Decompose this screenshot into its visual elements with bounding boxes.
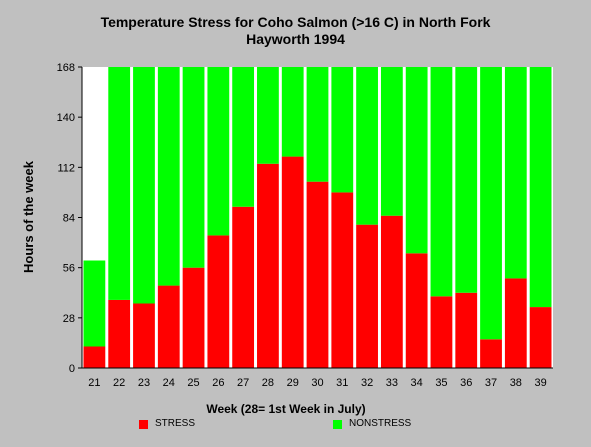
y-tick-label-28: 28 [63,313,75,325]
bar-stress-25 [182,267,205,368]
y-tick-label-0: 0 [69,363,75,375]
bar-nonstress-24 [157,67,180,286]
x-tick-label-26: 26 [212,377,224,389]
bar-nonstress-28 [257,67,279,164]
bar-nonstress-38 [504,67,527,279]
y-tick-label-168: 168 [57,62,75,74]
bar-stress-27 [232,206,255,368]
bar-nonstress-26 [207,67,230,236]
bar-stress-30 [306,181,329,368]
bar-stress-35 [430,296,453,368]
bar-nonstress-37 [480,67,502,340]
x-tick-label-36: 36 [460,377,472,389]
x-tick-label-34: 34 [411,377,423,389]
bar-nonstress-21 [83,260,106,347]
x-axis-label: Week (28= 1st Week in July) [206,402,365,416]
bar-nonstress-25 [182,67,205,268]
x-tick-label-30: 30 [311,377,323,389]
x-tick-label-24: 24 [163,377,175,389]
x-tick-label-39: 39 [534,377,546,389]
bar-nonstress-29 [281,67,304,157]
bar-nonstress-27 [232,67,255,207]
bar-stress-37 [480,339,502,368]
bar-nonstress-33 [380,67,403,216]
bar-stress-21 [83,346,106,368]
chart-title: Temperature Stress for Coho Salmon (>16 … [100,14,491,30]
x-tick-label-25: 25 [187,377,199,389]
x-tick-label-23: 23 [138,377,150,389]
x-tick-label-21: 21 [88,377,100,389]
x-tick-label-27: 27 [237,377,249,389]
bar-nonstress-31 [331,67,354,193]
bar-stress-39 [529,307,552,368]
y-tick-label-56: 56 [63,263,75,275]
legend-swatch-stress [139,420,148,429]
x-tick-label-31: 31 [336,377,348,389]
bar-stress-33 [380,215,403,368]
bar-stress-32 [356,224,378,368]
bar-stress-22 [108,299,131,368]
y-tick-label-112: 112 [57,162,75,174]
bar-nonstress-22 [108,67,131,300]
x-tick-label-33: 33 [386,377,398,389]
bar-nonstress-39 [529,67,552,308]
x-tick-label-28: 28 [262,377,274,389]
legend-label-nonstress: NONSTRESS [349,418,412,429]
bar-nonstress-32 [356,67,378,225]
bar-nonstress-23 [133,67,155,304]
y-tick-label-84: 84 [63,213,75,225]
bar-stress-29 [281,156,304,368]
legend-label-stress: STRESS [155,418,196,429]
bar-stress-28 [257,163,279,368]
y-tick-label-140: 140 [57,112,75,124]
bar-stress-34 [405,253,428,368]
bar-stress-26 [207,235,230,368]
x-tick-label-22: 22 [113,377,125,389]
bar-stress-38 [504,278,527,368]
x-tick-label-38: 38 [510,377,522,389]
bar-nonstress-30 [306,67,329,182]
bar-stress-36 [455,292,478,368]
x-tick-label-35: 35 [435,377,447,389]
bar-nonstress-36 [455,67,478,293]
legend-swatch-nonstress [333,420,342,429]
bar-stress-23 [133,303,155,368]
bar-stress-24 [157,285,180,368]
y-axis-label: Hours of the week [21,160,36,273]
x-tick-label-37: 37 [485,377,497,389]
x-tick-label-32: 32 [361,377,373,389]
bar-nonstress-35 [430,67,453,297]
bar-nonstress-34 [405,67,428,254]
x-tick-label-29: 29 [287,377,299,389]
bar-stress-31 [331,192,354,368]
chart-subtitle: Hayworth 1994 [246,31,345,47]
